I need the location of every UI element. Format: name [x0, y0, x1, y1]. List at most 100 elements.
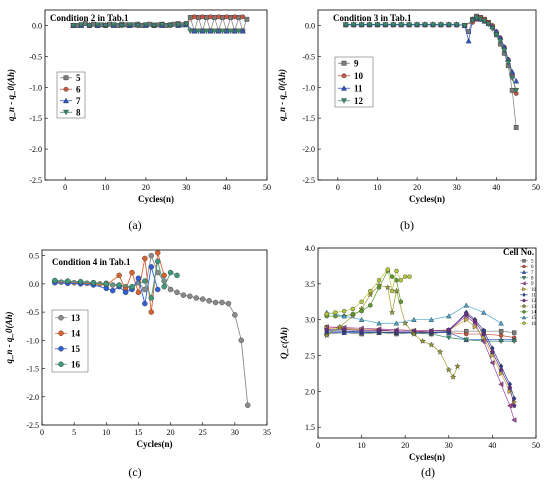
data-point [167, 23, 174, 29]
y-tick-label: -2.5 [26, 421, 39, 430]
x-tick-label: 10 [102, 428, 110, 437]
chart-title: Condition 2 in Tab.1 [50, 13, 129, 23]
legend-label: 5 [76, 73, 81, 83]
data-point [122, 289, 129, 296]
series-line [326, 312, 515, 399]
data-point [232, 14, 238, 20]
x-tick-label: 30 [182, 183, 190, 192]
data-point [368, 302, 373, 308]
data-point [244, 402, 251, 408]
data-point [350, 22, 357, 28]
data-point [410, 330, 418, 337]
data-point [498, 367, 504, 372]
x-axis-label: Cycles(n) [409, 452, 445, 462]
x-tick-label: 10 [102, 183, 110, 192]
x-tick-label: 50 [532, 183, 540, 192]
legend-label: 8 [531, 277, 534, 282]
y-axis-label: q_n - q_0(Ah) [277, 69, 287, 121]
y-tick-label: -2.5 [302, 176, 315, 185]
x-tick-label: 40 [488, 441, 496, 450]
data-point [103, 285, 110, 292]
data-point [511, 417, 517, 423]
x-axis-label: Cycles(n) [138, 194, 174, 204]
data-point [239, 27, 246, 34]
data-point [203, 28, 210, 35]
data-point [183, 21, 190, 28]
y-tick-label: 3.0 [305, 316, 315, 325]
legend-title: Cell No. [503, 247, 534, 257]
series-line [345, 17, 517, 91]
data-point [154, 250, 161, 256]
legend-marker [521, 276, 527, 281]
x-tick-label: 0 [63, 183, 67, 192]
data-point [102, 23, 109, 29]
data-point [323, 332, 330, 339]
data-point [490, 352, 496, 359]
data-point [118, 23, 125, 29]
data-point [398, 299, 403, 305]
data-point [341, 308, 347, 314]
data-point [463, 311, 469, 316]
data-point [359, 308, 364, 314]
data-point [224, 14, 230, 20]
data-point [366, 22, 373, 28]
x-tick-label: 35 [263, 428, 271, 437]
data-point [480, 309, 487, 315]
data-point [216, 14, 221, 20]
data-point [498, 333, 504, 338]
legend-marker [521, 315, 527, 320]
data-point [445, 366, 452, 373]
data-point [174, 289, 180, 296]
y-tick-label: 3.5 [305, 280, 315, 289]
y-tick-label: -0.5 [29, 52, 42, 61]
data-point [376, 320, 382, 326]
chart-panel: 0 10 20 30 40 50 0.0 -0.5 -1.0 -1.5 -2.0 -2.5 Cycles… [277, 9, 540, 232]
legend-marker [58, 330, 64, 336]
data-point [393, 320, 400, 326]
data-point [437, 22, 444, 28]
y-axis-label: Q_c(Ah) [279, 327, 289, 359]
data-point [428, 341, 435, 348]
panel-caption: (d) [421, 465, 435, 479]
data-point [212, 15, 217, 20]
data-point [498, 339, 504, 345]
x-tick-label: 0 [316, 441, 320, 450]
legend-label: 15 [531, 316, 537, 321]
data-point [175, 22, 182, 28]
legend-label: 7 [531, 271, 534, 276]
x-tick-label: 20 [142, 183, 150, 192]
data-point [485, 21, 492, 28]
data-point [240, 14, 246, 20]
data-point [465, 37, 472, 44]
legend: 13 14 15 16 [51, 309, 89, 373]
series-12 [324, 311, 517, 408]
data-point [489, 26, 496, 32]
data-point [77, 278, 84, 285]
chart-title: Condition 3 in Tab.1 [333, 13, 412, 23]
chart-title: Condition 4 in Tab.1 [52, 257, 131, 267]
chart-panel: 0 5 10 15 20 25 30 35 0.5 0.0 -0.5 -1.0 -1.5 -2.0 -2.5… [4, 249, 271, 479]
legend-label: 8 [76, 107, 81, 117]
data-point [148, 295, 155, 301]
data-point [129, 269, 135, 276]
legend-marker [63, 109, 69, 116]
legend: 9 10 11 12 [334, 56, 374, 108]
data-point [513, 125, 519, 130]
series-8 [70, 21, 242, 35]
y-tick-label: -2.0 [302, 145, 315, 154]
x-tick-label: 20 [167, 428, 175, 437]
data-point [461, 23, 468, 29]
data-point [394, 328, 399, 334]
data-point [498, 370, 504, 377]
data-point [402, 319, 409, 327]
legend-label: 6 [76, 84, 81, 94]
y-tick-label: -1.5 [302, 114, 315, 123]
x-tick-label: 50 [263, 183, 271, 192]
data-point [446, 327, 452, 332]
data-point [204, 15, 209, 20]
data-point [180, 292, 187, 298]
data-point [513, 78, 520, 84]
series-16 [324, 267, 412, 317]
data-point [414, 22, 421, 28]
